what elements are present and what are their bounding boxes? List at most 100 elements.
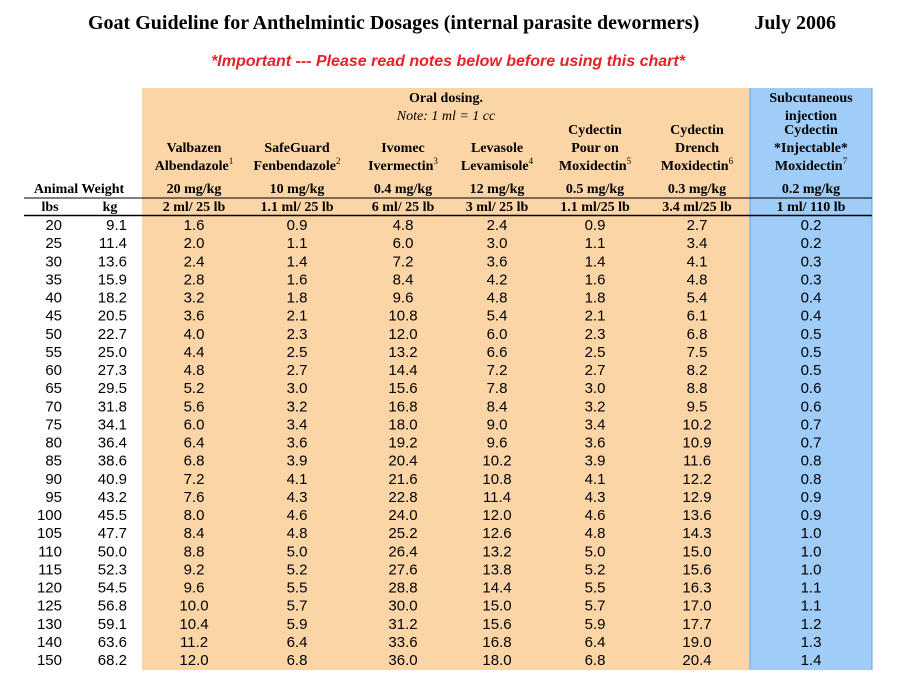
weight-header: Animal Weight <box>34 182 125 197</box>
dose-cell: 6.8 <box>585 652 606 669</box>
dose-cell: 9.0 <box>487 416 508 433</box>
weight-cell: 27.3 <box>98 362 127 379</box>
dose-cell: 0.9 <box>287 217 308 234</box>
title: Goat Guideline for Anthelmintic Dosages … <box>88 12 699 34</box>
dose-cell: 5.5 <box>287 580 308 597</box>
weight-cell: 35 <box>45 271 62 288</box>
dose-cell: 2.5 <box>287 344 308 361</box>
footnote-mark: 5 <box>627 156 632 166</box>
dose-cell: 1.0 <box>801 561 822 578</box>
dose-cell: 0.9 <box>801 489 822 506</box>
rate: 1 ml/ 110 lb <box>777 200 846 215</box>
dose-cell: 5.4 <box>487 308 508 325</box>
dose-cell: 16.3 <box>682 580 711 597</box>
dose-cell: 24.0 <box>388 507 417 524</box>
dose-cell: 6.4 <box>184 435 205 452</box>
rate: 1.1 ml/ 25 lb <box>260 200 333 215</box>
dose-cell: 2.0 <box>184 235 205 252</box>
dose-cell: 3.6 <box>585 435 606 452</box>
dose-cell: 6.0 <box>393 235 414 252</box>
dose-cell: 1.8 <box>287 290 308 307</box>
dose-cell: 1.0 <box>801 543 822 560</box>
dose-cell: 6.1 <box>687 308 708 325</box>
dose-cell: 6.4 <box>287 634 308 651</box>
dose-cell: 1.3 <box>801 634 822 651</box>
drug-name-text: Moxidectin <box>661 159 729 174</box>
dose-cell: 8.4 <box>487 398 508 415</box>
weight-cell: 85 <box>45 453 62 470</box>
weight-cell: 105 <box>37 525 62 542</box>
dose-cell: 2.4 <box>487 217 508 234</box>
weight-cell: 63.6 <box>98 634 127 651</box>
drug-name: Albendazole1 <box>155 156 233 174</box>
dose-cell: 15.6 <box>388 380 417 397</box>
oral-note: Note: 1 ml = 1 cc <box>396 109 496 124</box>
dose-cell: 0.5 <box>801 362 822 379</box>
dose-cell: 4.2 <box>487 271 508 288</box>
weight-cell: 56.8 <box>98 598 127 615</box>
dose-cell: 11.4 <box>483 489 511 506</box>
weight-cell: 47.7 <box>98 525 127 542</box>
dose-cell: 2.7 <box>687 217 708 234</box>
dose-cell: 3.4 <box>585 416 606 433</box>
weight-cell: 90 <box>45 471 62 488</box>
dose-cell: 3.6 <box>184 308 205 325</box>
dose-cell: 20.4 <box>388 453 417 470</box>
dose-cell: 7.8 <box>487 380 508 397</box>
dose-cell: 2.3 <box>287 326 308 343</box>
drug-name-text: *Injectable* <box>774 141 848 156</box>
drug-name-text: Ivomec <box>381 141 425 156</box>
dose-cell: 1.4 <box>585 253 606 270</box>
dose-cell: 4.1 <box>687 253 708 270</box>
dose-cell: 15.0 <box>482 598 511 615</box>
dose-cell: 5.2 <box>184 380 205 397</box>
weight-cell: 40.9 <box>98 471 127 488</box>
dose-cell: 0.8 <box>801 453 822 470</box>
dose-cell: 8.0 <box>184 507 205 524</box>
drug-name: Levamisole4 <box>461 156 534 174</box>
drug-name: Drench <box>675 141 719 156</box>
dose: 0.4 mg/kg <box>374 182 432 197</box>
drug-name-text: SafeGuard <box>264 141 330 156</box>
weight-cell: 120 <box>37 580 62 597</box>
rate: 3.4 ml/25 lb <box>662 200 732 215</box>
dose-cell: 11.2 <box>180 634 208 651</box>
dose-cell: 4.1 <box>585 471 606 488</box>
footnote-mark: 4 <box>529 156 534 166</box>
weight-cell: 70 <box>45 398 62 415</box>
dose-cell: 5.2 <box>287 561 308 578</box>
weight-cell: 68.2 <box>98 652 127 669</box>
dose-cell: 0.5 <box>801 326 822 343</box>
weight-cell: 22.7 <box>98 326 127 343</box>
dose-cell: 4.0 <box>184 326 205 343</box>
dose-cell: 3.6 <box>287 435 308 452</box>
dose-cell: 5.5 <box>585 580 606 597</box>
dose-cell: 5.6 <box>184 398 205 415</box>
dose-cell: 1.6 <box>184 217 205 234</box>
dose-cell: 6.4 <box>585 634 606 651</box>
dose-cell: 3.0 <box>585 380 606 397</box>
dose-cell: 2.5 <box>585 344 606 361</box>
dose-cell: 15.6 <box>682 561 711 578</box>
dose-cell: 9.6 <box>487 435 508 452</box>
weight-cell: 59.1 <box>98 616 127 633</box>
dose-cell: 8.4 <box>393 271 414 288</box>
dose-cell: 1.6 <box>287 271 308 288</box>
drug-name-text: Cydectin <box>670 123 724 138</box>
dose-cell: 8.4 <box>184 525 205 542</box>
drug-name-text: Fenbendazole <box>254 159 336 174</box>
weight-cell: 36.4 <box>98 435 127 452</box>
weight-cell: 52.3 <box>98 561 127 578</box>
drug-name: Moxidectin5 <box>559 156 632 174</box>
weight-cell: 130 <box>37 616 62 633</box>
dose-cell: 1.4 <box>287 253 308 270</box>
weight-cell: 13.6 <box>98 253 127 270</box>
dose-cell: 2.7 <box>585 362 606 379</box>
footnote-mark: 7 <box>843 156 848 166</box>
dose-cell: 36.0 <box>388 652 417 669</box>
dose-cell: 0.7 <box>801 416 822 433</box>
rate: 1.1 ml/25 lb <box>560 200 630 215</box>
weight-cell: 25.0 <box>98 344 127 361</box>
injection-header: Subcutaneous <box>769 91 853 106</box>
